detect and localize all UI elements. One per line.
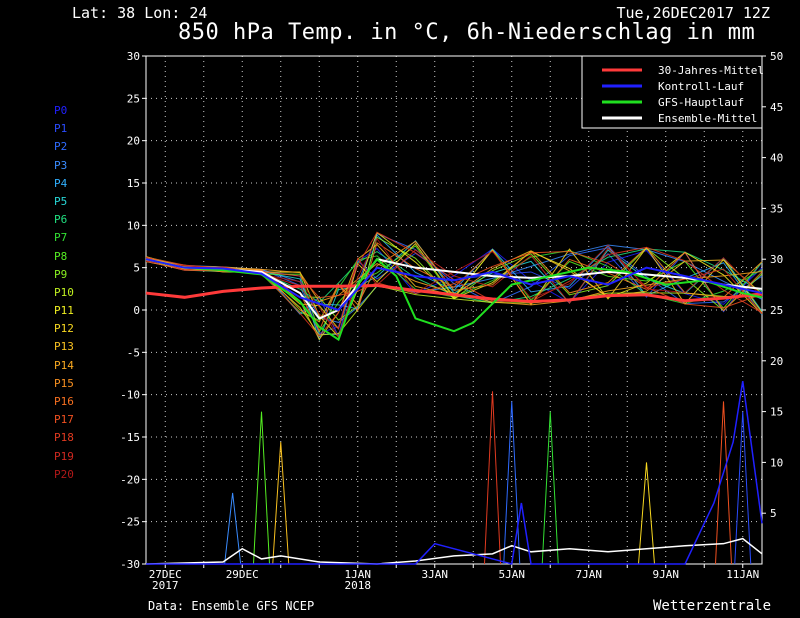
member-trace-p13 [145,243,763,341]
member-label-p7: P7 [54,231,68,245]
location-label: Lat: 38 Lon: 24 [72,4,208,22]
y-left-tick-label: -20 [120,473,140,486]
legend: 30-Jahres-Mittel Kontroll-Lauf GFS-Hauptla… [581,55,764,129]
member-label-p16: P16 [54,395,74,408]
series-gfs-hauptlauf [145,257,763,342]
member-label-p20: P20 [54,467,74,481]
chart-title: 850 hPa Temp. in °C, 6h-Niederschlag in … [178,20,756,45]
y-left-tick-label: -30 [120,558,140,571]
series-30-jahres-mittel [145,283,763,304]
y-right-tick-label: 20 [770,355,783,368]
legend-label: GFS-Hauptlauf [658,96,744,109]
y-right-tick-label: 5 [770,507,777,520]
precip-spike [715,401,732,565]
y-right-tick-label: 15 [770,406,783,419]
member-label-p18: P18 [54,431,74,445]
precip-spike [503,401,521,565]
y-left-tick-label: 30 [127,50,140,63]
member-trace-p19 [145,247,763,330]
legend-label: 30-Jahres-Mittel [658,64,764,77]
member-label-p19: P19 [54,449,74,463]
x-tick-label: 9JAN [653,568,680,581]
series-ensemble-mittel [145,258,763,320]
precip-spike [638,462,655,565]
x-tick-sublabel: 2018 [345,579,372,592]
grid [146,56,762,564]
series-lines [145,231,763,565]
y-left-tick-label: 20 [127,135,140,148]
y-left-tick-label: 0 [133,304,140,317]
x-tick-sublabel: 2017 [152,579,179,592]
precip-spike [272,442,290,565]
axes: 302520151050-5-10-15-20-25-3050454035302… [120,50,783,592]
member-label-p2: P2 [54,140,68,154]
member-label-p11: P11 [54,304,74,318]
run-time-label: Tue,26DEC2017 12Z [616,4,770,22]
plot-frame [145,55,763,565]
member-label-p12: P12 [54,322,74,336]
member-label-p15: P15 [54,376,74,390]
x-tick-label: 27DEC [149,568,182,581]
y-left-tick-label: -5 [127,346,140,359]
member-label-p4: P4 [54,176,68,190]
member-label-p9: P9 [54,267,68,281]
legend-label: Kontroll-Lauf [658,80,744,93]
y-right-tick-label: 30 [770,253,783,266]
precip-spikes [224,391,752,565]
legend-box [581,55,763,129]
precip-spike [484,391,501,565]
member-list: P0 P1 P2 P3 P4 P5 P6 P7 P8 P9 P10 P11 P12 P13 P14 P15 P1… [54,102,94,484]
member-label-p10: P10 [54,285,74,299]
member-label-p0: P0 [54,104,68,117]
member-label-p17: P17 [54,413,74,427]
data-source-label: Data: Ensemble GFS NCEP [148,599,315,613]
y-left-tick-label: 25 [127,92,140,105]
member-label-p3: P3 [54,158,68,172]
member-label-p14: P14 [54,358,74,372]
y-right-tick-label: 35 [770,202,783,215]
precip-spike [734,411,752,565]
legend-label: Ensemble-Mittel [658,112,757,125]
x-tick-label: 1JAN [345,568,372,581]
y-left-tick-label: -25 [120,516,140,529]
y-left-tick-label: 15 [127,177,140,190]
y-right-tick-label: 40 [770,152,783,165]
y-right-tick-label: 10 [770,456,783,469]
y-left-tick-label: -15 [120,431,140,444]
x-tick-label: 7JAN [576,568,603,581]
y-left-tick-label: 5 [133,262,140,275]
member-trace-p9 [145,236,763,321]
member-label-p13: P13 [54,340,74,354]
x-tick-label: 5JAN [499,568,526,581]
series-ensemble-mittel-niederschlag [145,537,763,565]
precip-spike [253,411,270,565]
y-left-tick-label: 10 [127,219,140,232]
member-label-p1: P1 [54,122,68,136]
y-right-tick-label: 25 [770,304,783,317]
x-tick-label: 29DEC [226,568,259,581]
y-right-tick-label: 50 [770,50,783,63]
precip-spike [224,492,242,565]
credit-label: Wetterzentrale [653,598,772,614]
series-kontroll-lauf-niederschlag [146,381,763,565]
member-label-p8: P8 [54,249,68,263]
series-kontroll-lauf [145,258,763,312]
x-tick-label: 3JAN [422,568,449,581]
y-right-tick-label: 45 [770,101,783,114]
x-tick-label: 11JAN [726,568,759,581]
member-label-p5: P5 [54,194,68,208]
member-label-p6: P6 [54,213,68,227]
y-left-tick-label: -10 [120,389,140,402]
precip-spike [541,411,559,565]
